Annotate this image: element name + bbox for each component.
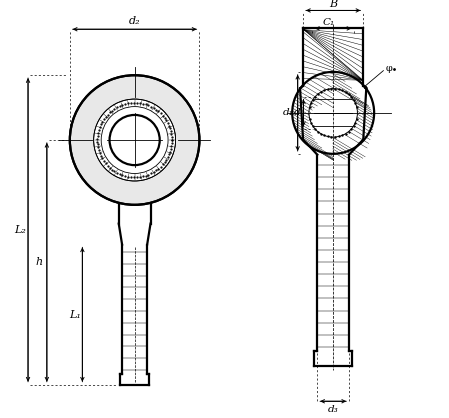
- Text: d₃: d₃: [328, 405, 339, 414]
- Bar: [304, 29, 362, 82]
- Text: d: d: [294, 108, 300, 117]
- Text: L₂: L₂: [14, 225, 26, 235]
- Text: d₁: d₁: [283, 108, 294, 117]
- Text: h: h: [36, 257, 43, 267]
- Text: d₂: d₂: [129, 16, 141, 26]
- Text: C₁: C₁: [322, 18, 334, 27]
- Text: B: B: [329, 0, 337, 9]
- Wedge shape: [70, 75, 199, 205]
- Text: L₁: L₁: [69, 310, 81, 319]
- Text: φ: φ: [386, 64, 392, 73]
